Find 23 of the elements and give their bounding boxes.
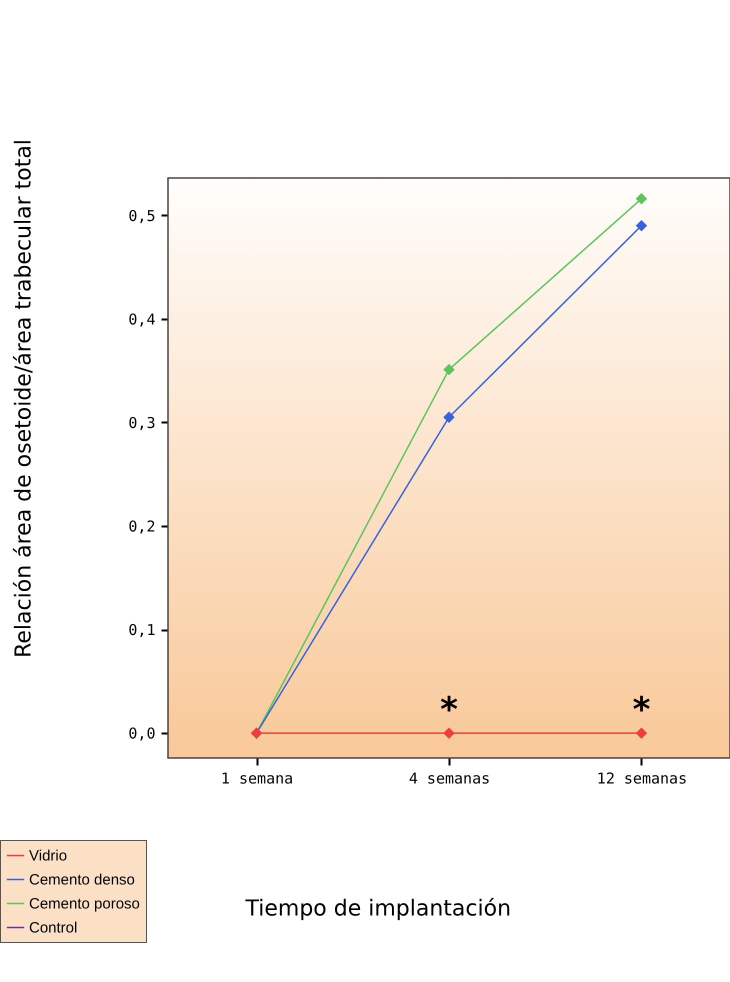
legend-label: Vidrio xyxy=(29,848,68,864)
x-tick-label: 4 semanas xyxy=(408,770,490,788)
annotation: * xyxy=(632,690,651,730)
legend-label: Cemento poroso xyxy=(29,896,140,912)
y-tick-label: 0,5 xyxy=(128,206,156,225)
x-tick-label: 12 semanas xyxy=(596,770,688,788)
annotation: * xyxy=(440,690,458,730)
y-tick-label: 0,0 xyxy=(128,724,156,743)
point xyxy=(636,727,648,739)
y-tick-label: 0,2 xyxy=(128,518,156,536)
point xyxy=(636,220,648,232)
point xyxy=(443,364,455,376)
y-tick-label: 0,3 xyxy=(128,414,156,432)
legend-label: Control xyxy=(29,920,78,936)
legend-label: Cemento denso xyxy=(29,872,135,888)
point xyxy=(443,727,455,739)
x-axis-title: Tiempo de implantación xyxy=(244,896,512,922)
y-tick-label: 0,1 xyxy=(128,621,156,640)
x-tick-label: 1 semana xyxy=(220,770,294,788)
point xyxy=(636,193,648,204)
point xyxy=(443,412,455,423)
y-axis-title: Relación área de osetoide/área trabecular total xyxy=(12,139,36,658)
y-tick-label: 0,4 xyxy=(128,310,156,328)
